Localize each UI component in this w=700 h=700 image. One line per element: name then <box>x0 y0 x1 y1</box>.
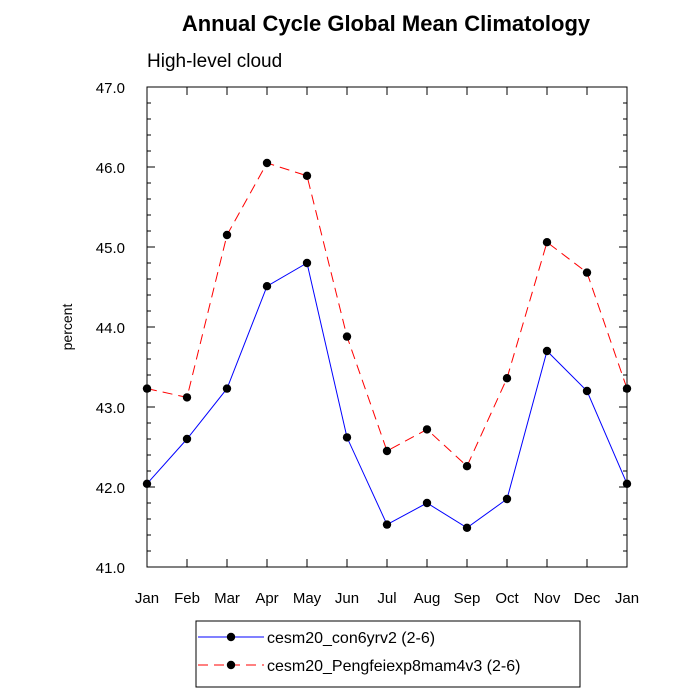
series-line-1 <box>146 262 628 529</box>
data-point <box>342 433 352 442</box>
legend-marker-2 <box>226 660 236 670</box>
y-tick-label: 47.0 <box>96 80 125 97</box>
plot-frame <box>146 86 628 568</box>
data-point <box>542 346 552 356</box>
x-tick-label: Jul <box>377 590 396 607</box>
data-point <box>182 434 192 444</box>
data-point <box>502 494 512 504</box>
y-tick-label: 44.0 <box>96 320 125 337</box>
x-tick-label: Jan <box>615 590 639 607</box>
data-point <box>142 479 152 488</box>
y-tick-label: 43.0 <box>96 400 125 417</box>
y-tick-labels: 41.0 42.0 43.0 44.0 45.0 46.0 47.0 <box>96 80 125 577</box>
x-tick-label: Nov <box>534 590 561 607</box>
chart-title: Annual Cycle Global Mean Climatology <box>182 11 591 36</box>
data-point <box>422 425 432 434</box>
data-point <box>142 384 152 393</box>
legend-label-2: cesm20_Pengfeiexp8mam4v3 (2-6) <box>267 658 520 675</box>
data-point <box>262 158 272 168</box>
legend-label-1: cesm20_con6yrv2 (2-6) <box>267 630 435 647</box>
data-point <box>502 374 512 383</box>
data-point <box>462 462 472 471</box>
data-point <box>382 446 392 456</box>
series-layer <box>142 158 632 532</box>
y-tick-label: 42.0 <box>96 480 125 497</box>
data-point <box>222 384 232 393</box>
data-point <box>582 268 592 277</box>
data-point <box>582 386 592 396</box>
x-tick-labels: Jan Feb Mar Apr May Jun Jul Aug Sep Oct Nov Dec Jan <box>135 590 639 607</box>
chart-subtitle: High-level cloud <box>147 51 282 72</box>
data-point <box>422 498 432 508</box>
y-tick-label: 46.0 <box>96 160 125 177</box>
x-tick-label: Apr <box>255 590 278 607</box>
x-tick-label: Feb <box>174 590 200 607</box>
data-point <box>382 520 392 529</box>
data-point <box>542 238 552 247</box>
data-point <box>222 230 232 240</box>
data-point <box>302 258 312 268</box>
x-tick-label: Aug <box>414 590 441 607</box>
series-line-2 <box>146 162 628 468</box>
x-tick-label: Mar <box>214 590 240 607</box>
data-point <box>302 171 312 180</box>
x-tick-label: Oct <box>495 590 519 607</box>
x-tick-label: May <box>293 590 322 607</box>
data-point <box>462 523 472 532</box>
x-tick-label: Dec <box>574 590 601 607</box>
y-tick-label: 45.0 <box>96 240 125 257</box>
x-tick-label: Jun <box>335 590 359 607</box>
legend: cesm20_con6yrv2 (2-6) cesm20_Pengfeiexp8m… <box>198 630 520 675</box>
y-tick-label: 41.0 <box>96 560 125 577</box>
data-point <box>182 393 192 402</box>
data-point <box>262 282 272 291</box>
axis-ticks <box>146 86 628 568</box>
y-axis-label: percent <box>59 304 75 351</box>
data-point <box>622 479 632 488</box>
data-point <box>622 384 632 393</box>
legend-marker-1 <box>226 632 236 642</box>
x-tick-label: Sep <box>454 590 481 607</box>
legend-box <box>195 620 581 688</box>
data-point <box>342 332 352 341</box>
x-tick-label: Jan <box>135 590 159 607</box>
